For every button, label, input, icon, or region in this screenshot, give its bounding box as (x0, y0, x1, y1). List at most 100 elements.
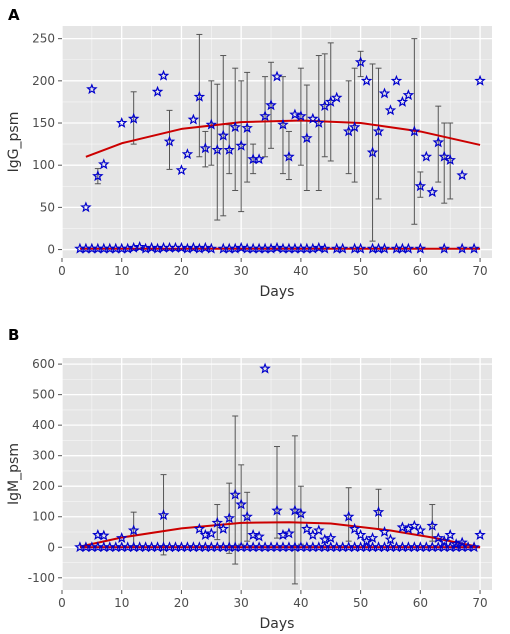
data-point-star (438, 150, 450, 162)
data-point-star (348, 121, 361, 133)
x-tick-label: 50 (353, 264, 368, 278)
x-tick-label: 60 (413, 264, 428, 278)
x-tick-label: 60 (413, 596, 428, 610)
data-point-star (366, 146, 379, 158)
data-point-star (301, 132, 313, 144)
data-point-star (217, 129, 229, 141)
data-point-star (199, 241, 212, 253)
data-point-star (313, 524, 325, 536)
data-point-star (187, 113, 200, 125)
data-point-star (145, 241, 158, 253)
y-tick-label: 200 (32, 479, 55, 493)
y-tick-label: 500 (32, 388, 55, 402)
y-axis-label: IgM_psm (6, 443, 22, 505)
data-point-star (325, 532, 337, 543)
data-point-star (301, 522, 313, 534)
x-tick-label: 70 (472, 596, 487, 610)
data-point-star (414, 524, 427, 536)
data-point-star (390, 74, 403, 86)
data-point-star (271, 70, 283, 82)
data-point-star (211, 516, 224, 528)
data-point-star (151, 85, 164, 97)
x-tick-label: 40 (293, 596, 308, 610)
y-tick-label: 0 (47, 243, 55, 257)
data-point-star (295, 110, 307, 122)
y-tick-label: 600 (32, 357, 55, 371)
x-tick-label: 50 (353, 596, 368, 610)
data-point-star (372, 125, 385, 137)
data-point-star (235, 241, 247, 253)
data-point-star (229, 488, 241, 500)
y-tick-label: -100 (28, 571, 55, 585)
data-point-star (307, 112, 319, 124)
data-point-star (336, 242, 349, 254)
data-point-star (414, 180, 427, 192)
data-point-star (372, 506, 385, 518)
data-point-star (313, 116, 325, 128)
data-point-star (456, 242, 468, 254)
x-axis-label: Days (260, 284, 295, 300)
x-tick-label: 30 (234, 264, 249, 278)
data-point-star (438, 242, 450, 254)
data-point-star (86, 83, 98, 95)
data-point-star (98, 158, 110, 170)
data-point-star (211, 143, 224, 155)
data-point-star (175, 241, 188, 253)
panel-b: 0 10 20 30 40 50 60 70-1000100200300400500600Da… (6, 326, 492, 632)
data-point-star (80, 201, 92, 213)
x-tick-label: 10 (114, 264, 129, 278)
data-point-star (426, 186, 439, 198)
data-point-star (468, 242, 480, 254)
data-point-star (205, 242, 218, 254)
data-point-star (181, 148, 194, 160)
x-tick-label: 20 (174, 596, 189, 610)
y-tick-label: 50 (40, 200, 55, 214)
data-point-star (199, 142, 212, 154)
data-point-star (378, 242, 391, 254)
data-point-star (235, 498, 247, 510)
data-point-star (468, 541, 480, 553)
data-point-star (193, 522, 206, 534)
data-point-star (163, 135, 176, 147)
data-point-star (456, 169, 468, 181)
y-axis-label: IgG_psm (6, 112, 22, 173)
data-point-star (348, 522, 361, 534)
data-point-star (115, 116, 128, 128)
data-point-star (217, 522, 229, 534)
y-tick-label: 100 (32, 158, 55, 172)
data-point-star (247, 528, 259, 540)
data-point-star (271, 241, 283, 253)
data-point-star (271, 504, 283, 516)
data-point-star (414, 242, 427, 254)
y-tick-label: 250 (32, 32, 55, 46)
data-point-star (223, 512, 235, 524)
data-point-star (402, 522, 415, 534)
data-point-star (229, 121, 241, 133)
data-point-star (241, 510, 253, 522)
data-point-star (396, 521, 409, 533)
x-tick-label: 0 (58, 264, 66, 278)
data-point-star (277, 118, 289, 130)
data-point-star (235, 139, 247, 151)
data-point-star (283, 150, 295, 162)
data-point-star (259, 362, 271, 374)
data-point-star (402, 89, 415, 101)
data-point-star (241, 122, 253, 133)
x-tick-label: 10 (114, 596, 129, 610)
data-point-star (360, 74, 373, 86)
data-point-star (223, 143, 235, 155)
x-tick-label: 70 (472, 264, 487, 278)
data-point-star (396, 95, 409, 107)
y-tick-label: 100 (32, 510, 55, 524)
y-tick-label: 400 (32, 418, 55, 432)
data-point-star (157, 509, 170, 521)
data-point-star (98, 529, 110, 541)
data-point-star (354, 528, 367, 540)
x-axis-label: Days (260, 616, 295, 632)
data-point-star (354, 56, 367, 68)
data-point-star (92, 170, 104, 182)
data-point-star (402, 242, 415, 254)
panel-letter: B (8, 326, 19, 344)
data-point-star (289, 108, 301, 120)
